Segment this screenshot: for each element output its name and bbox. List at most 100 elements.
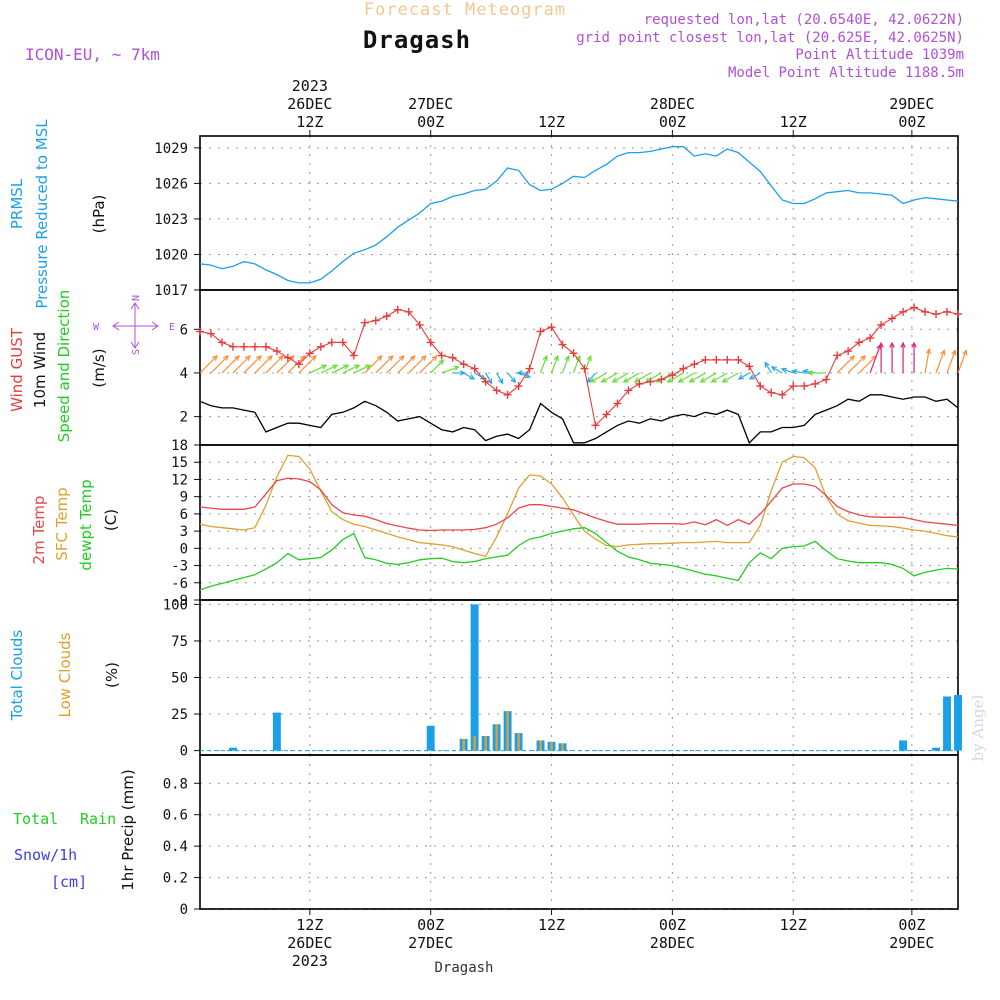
gust-point: [503, 390, 512, 399]
point-altitude: Point Altitude 1039m: [795, 47, 964, 63]
gust-point: [371, 316, 380, 325]
gust-point: [690, 360, 699, 369]
x-label-top: 12Z: [780, 113, 807, 131]
p5-label-snow: Snow/1h: [14, 846, 77, 864]
compass-e: E: [169, 322, 175, 333]
wind-arrow: [265, 355, 284, 374]
compass-w: W: [93, 322, 100, 333]
gust-point: [811, 379, 820, 388]
y-tick-label: 0: [180, 744, 188, 760]
wind-arrow: [386, 355, 405, 374]
y-tick-label: 18: [171, 438, 188, 454]
gust-point: [932, 310, 941, 319]
gust-point: [899, 307, 908, 316]
x-label-bottom: 26DEC: [287, 934, 332, 952]
x-label-bottom: 28DEC: [650, 934, 695, 952]
p3-label-dewpt: dewpt Temp: [77, 479, 95, 570]
p4-label-unit: (%): [103, 662, 121, 688]
total-cloud-bar: [426, 725, 435, 751]
y-tick-label: 6: [180, 322, 188, 338]
y-tick-label: 100: [163, 597, 188, 613]
y-tick-label: 0: [180, 541, 188, 557]
gust-point: [360, 318, 369, 327]
y-tick-label: -9: [171, 593, 188, 609]
x-label-bottom: 12Z: [538, 916, 565, 934]
wind-arrow: [957, 349, 968, 374]
gust-point: [547, 323, 556, 332]
gust-point: [514, 382, 523, 391]
low-cloud-bar: [539, 740, 542, 751]
low-cloud-bar: [517, 733, 520, 751]
temp2m-line: [199, 477, 959, 532]
x-label-top: 26DEC: [287, 95, 332, 113]
x-label-top: 12Z: [538, 113, 565, 131]
wind-arrow: [633, 372, 651, 383]
gust-point: [426, 338, 435, 347]
wind-arrow: [474, 372, 487, 380]
gust-point: [844, 347, 853, 356]
x-label-bottom: 27DEC: [408, 934, 453, 952]
gust-point: [261, 342, 270, 351]
wind-arrow: [539, 354, 548, 374]
gust-point: [723, 355, 732, 364]
wind10m-line: [199, 394, 959, 444]
low-cloud-bar: [550, 741, 553, 751]
wind-arrow: [276, 355, 295, 374]
sfc-temp-line: [199, 454, 959, 558]
gust-point: [525, 364, 534, 373]
wind-arrow: [210, 355, 229, 374]
gust-point: [635, 379, 644, 388]
compass-n: N: [131, 295, 142, 301]
p1-label-unit: (hPa): [90, 195, 108, 234]
x-label-bottom: 12Z: [780, 916, 807, 934]
wind-arrow: [688, 372, 706, 383]
gust-point: [217, 338, 226, 347]
p2-label-gust: Wind GUST: [8, 327, 26, 412]
y-tick-label: 1017: [154, 283, 188, 299]
gust-point: [349, 351, 358, 360]
gust-point: [338, 338, 347, 347]
panel-frame: [199, 754, 959, 910]
gust-point: [569, 349, 578, 358]
gust-point: [393, 305, 402, 314]
wind-arrow: [430, 359, 445, 374]
wind-arrow: [869, 343, 882, 374]
gust-point: [250, 342, 259, 351]
wind-arrow: [900, 341, 906, 373]
total-cloud-bar: [932, 747, 940, 751]
wind-arrow: [353, 364, 372, 374]
wind-arrow: [516, 370, 530, 376]
gust-point: [613, 399, 622, 408]
gust-point: [910, 303, 919, 312]
gust-point: [855, 338, 864, 347]
y-tick-label: 15: [171, 455, 188, 471]
low-cloud-bar: [506, 711, 509, 751]
y-tick-label: 1023: [154, 212, 188, 228]
dewpt-line: [199, 527, 959, 591]
x-label-top: 00Z: [417, 113, 444, 131]
wind-arrow: [221, 355, 240, 374]
wind-arrow: [622, 372, 640, 383]
gust-point: [646, 377, 655, 386]
gust-point: [712, 355, 721, 364]
pressure-line: [199, 146, 959, 284]
gust-point: [558, 340, 567, 349]
gust-point: [877, 320, 886, 329]
wind-arrow: [737, 372, 750, 380]
requested-coords: requested lon,lat (20.6540E, 42.0622N): [644, 12, 964, 28]
gust-point: [327, 338, 336, 347]
wind-arrow: [507, 372, 517, 384]
wind-arrow: [699, 372, 717, 383]
p1-label-prmsl: PRMSL: [8, 178, 26, 229]
y-tick-label: 0.6: [163, 808, 188, 824]
footer-station: Dragash: [434, 960, 493, 976]
gust-point: [305, 349, 314, 358]
p2-label-unit: (m/s): [90, 348, 108, 387]
gust-point: [415, 320, 424, 329]
gust-point: [624, 386, 633, 395]
wind-arrow: [586, 372, 596, 384]
gust-point: [778, 390, 787, 399]
wind-arrow: [666, 372, 684, 383]
total-cloud-bar: [943, 696, 951, 751]
